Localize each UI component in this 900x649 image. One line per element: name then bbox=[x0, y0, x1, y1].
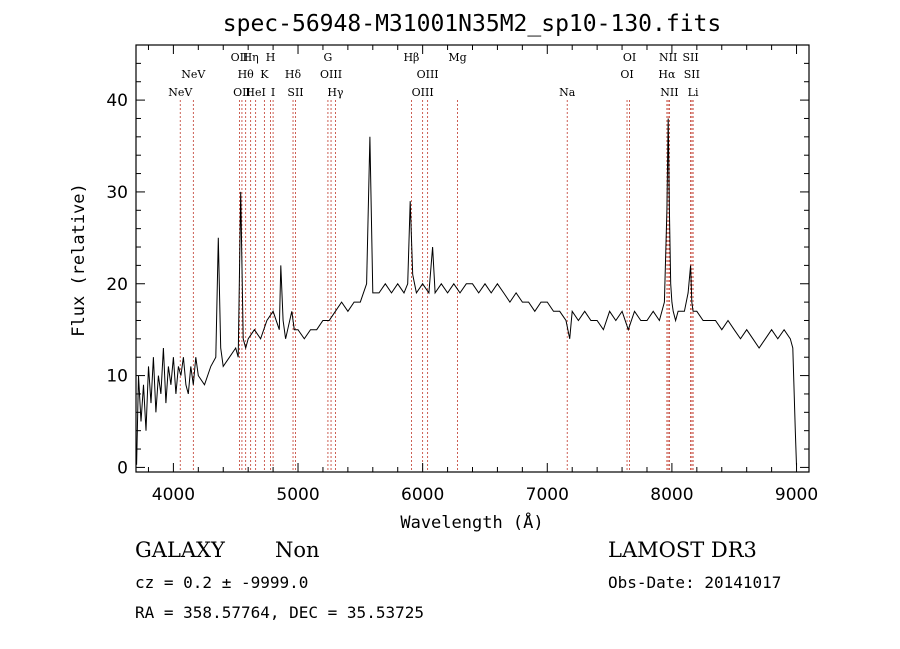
y-tick-label-10: 10 bbox=[106, 367, 128, 387]
x-tick-label-7000: 7000 bbox=[526, 485, 569, 505]
line-label-10: Hδ bbox=[285, 68, 302, 81]
line-label-15: Hβ bbox=[403, 51, 419, 64]
y-tick-label-0: 0 bbox=[117, 458, 128, 478]
emission-line-labels: NeV NeV OII OII Hθ Hη HeI KH I Hδ SII G OIII Hγ Hβ OIII… bbox=[168, 51, 700, 99]
line-label-11: SII bbox=[287, 86, 303, 99]
plot-frame bbox=[135, 44, 810, 473]
object-class-label: GALAXY bbox=[135, 538, 225, 562]
line-label-22: NII bbox=[659, 51, 677, 64]
line-label-8: H bbox=[266, 51, 276, 64]
line-label-25: SII bbox=[682, 51, 698, 64]
line-label-23: Hα bbox=[658, 68, 676, 81]
y-tick-label-40: 40 bbox=[106, 91, 128, 111]
y-tick-label-30: 30 bbox=[106, 183, 128, 203]
line-label-7: K bbox=[260, 68, 269, 81]
y-axis-ticks: 0 10 20 30 40 bbox=[106, 62, 809, 478]
x-tick-label-6000: 6000 bbox=[401, 485, 444, 505]
line-label-1: NeV bbox=[181, 68, 206, 81]
line-label-14: Hγ bbox=[327, 86, 344, 99]
x-axis-ticks: 4000 5000 6000 7000 8000 9000 bbox=[147, 45, 818, 505]
y-tick-label-20: 20 bbox=[106, 275, 128, 295]
x-axis-label: Wavelength (Å) bbox=[400, 511, 543, 533]
line-label-18: Mg bbox=[448, 51, 466, 64]
redshift-text: cz = 0.2 ± -9999.0 bbox=[135, 573, 309, 592]
line-label-13: OIII bbox=[320, 68, 342, 81]
line-label-0: NeV bbox=[168, 86, 193, 99]
line-label-2: OII bbox=[231, 51, 249, 64]
coordinates-text: RA = 358.57764, DEC = 35.53725 bbox=[135, 603, 424, 622]
line-label-6: HeI bbox=[245, 86, 265, 99]
line-label-24: NII bbox=[660, 86, 678, 99]
x-tick-label-4000: 4000 bbox=[152, 485, 195, 505]
line-label-5: Hη bbox=[243, 51, 259, 64]
chart-title: spec-56948-M31001N35M2_sp10-130.fits bbox=[223, 11, 722, 37]
line-label-27: Li bbox=[688, 86, 699, 99]
survey-label: LAMOST DR3 bbox=[608, 538, 757, 562]
obs-date-text: Obs-Date: 20141017 bbox=[608, 573, 782, 592]
line-label-9: I bbox=[271, 86, 275, 99]
line-label-16: OIII bbox=[417, 68, 439, 81]
x-tick-label-8000: 8000 bbox=[650, 485, 693, 505]
emission-line-markers bbox=[179, 100, 694, 472]
line-label-21: OI bbox=[620, 68, 633, 81]
line-label-20: OI bbox=[623, 51, 636, 64]
line-label-19: Na bbox=[559, 86, 576, 99]
spectrum-series-line bbox=[136, 118, 797, 466]
x-tick-label-5000: 5000 bbox=[276, 485, 319, 505]
line-label-26: SII bbox=[684, 68, 700, 81]
object-subclass-label: Non bbox=[275, 538, 320, 562]
y-axis-label: Flux (relative) bbox=[69, 183, 89, 337]
x-tick-label-9000: 9000 bbox=[775, 485, 818, 505]
line-label-17: OIII bbox=[412, 86, 434, 99]
line-label-3: OII bbox=[233, 86, 251, 99]
line-label-12: G bbox=[324, 51, 333, 64]
line-label-4: Hθ bbox=[238, 68, 255, 81]
